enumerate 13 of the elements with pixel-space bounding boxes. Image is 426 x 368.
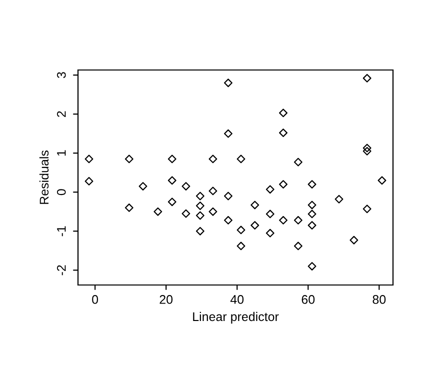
y-tick-label: -1 [57,226,66,236]
y-tick-label: -2 [56,265,66,276]
y-tick-label: 3 [56,72,66,78]
x-tick-label: 0 [92,295,98,304]
y-tick-label: 0 [56,189,66,196]
x-tick-label: 20 [160,295,173,304]
y-axis-title: Residuals [39,150,49,204]
y-tick-label: 1 [57,150,66,156]
y-tick-label: 2 [56,111,66,117]
x-axis-title: Linear predictor [193,312,279,324]
x-tick-label: 40 [230,295,244,304]
x-tick-label: 80 [372,295,386,304]
x-tick-label: 60 [302,295,315,304]
